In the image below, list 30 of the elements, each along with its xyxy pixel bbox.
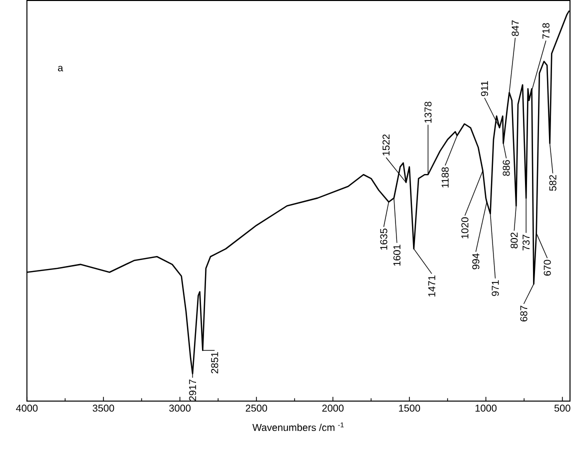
x-tick-label: 2000 <box>322 404 344 412</box>
x-tick-label: 1500 <box>399 404 420 412</box>
annotation: 2851 <box>211 352 218 374</box>
annotation: 886 <box>502 160 510 176</box>
annotation: 737 <box>522 234 530 250</box>
x-tick-label: 3000 <box>169 404 191 412</box>
x-tick-label: 2500 <box>246 404 268 412</box>
annotation: 1471 <box>428 276 436 297</box>
annotation: 847 <box>512 20 519 36</box>
x-tick-label: 3500 <box>92 404 114 412</box>
x-tick-label: 500 <box>554 404 570 412</box>
annotation: 2917 <box>189 380 196 401</box>
annotation: 1378 <box>424 102 432 123</box>
annotation: 718 <box>542 23 550 39</box>
annotation: 670 <box>544 260 551 276</box>
annotation: 687 <box>520 306 528 322</box>
x-axis-title: Wavenumbers /cm $^{-1}$ <box>252 422 344 432</box>
x-tick-label: 4000 <box>16 404 38 412</box>
annotation: 911 <box>481 81 488 96</box>
annotation: 1522 <box>382 134 390 156</box>
annotation: 1601 <box>393 244 400 266</box>
annotation: 1020 <box>461 217 468 238</box>
annotation: 971 <box>492 280 499 296</box>
annotation: 994 <box>472 253 480 270</box>
annotation: a <box>58 66 64 72</box>
annotation: 1188 <box>442 167 449 188</box>
x-tick-label: 1000 <box>476 404 497 412</box>
annotation: 582 <box>549 175 556 191</box>
annotation: 1635 <box>380 228 388 250</box>
annotation: 802 <box>510 232 518 248</box>
